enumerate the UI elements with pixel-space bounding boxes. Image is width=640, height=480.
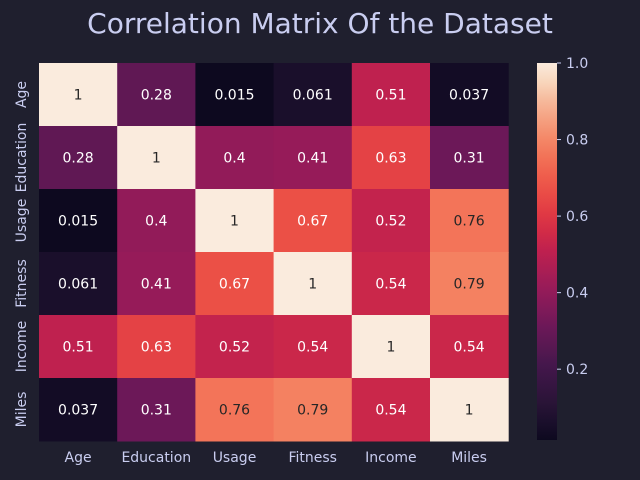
- heatmap-cell-fitness-age: [39, 252, 118, 316]
- cell-label-miles-income: 0.54: [375, 403, 406, 419]
- cell-label-miles-age: 0.037: [58, 403, 98, 419]
- cell-label-age-usage: 0.015: [214, 88, 254, 104]
- heatmap-cell-income-usage: [195, 315, 275, 379]
- cell-label-usage-age: 0.015: [58, 214, 98, 230]
- heatmap-cell-fitness-usage: [195, 252, 275, 316]
- cell-label-age-education: 0.28: [141, 88, 172, 104]
- cell-label-income-age: 0.51: [63, 340, 94, 356]
- cell-label-miles-education: 0.31: [141, 403, 172, 419]
- x-tick-label-miles: Miles: [451, 450, 487, 466]
- heatmap-cell-age-usage: [195, 63, 275, 127]
- cell-label-education-fitness: 0.41: [297, 151, 328, 167]
- x-tick-label-education: Education: [121, 450, 191, 466]
- cell-label-fitness-income: 0.54: [375, 277, 406, 293]
- colorbar: [537, 63, 557, 440]
- cell-label-income-fitness: 0.54: [297, 340, 328, 356]
- cell-label-usage-miles: 0.76: [454, 214, 485, 230]
- cell-label-fitness-education: 0.41: [141, 277, 172, 293]
- heatmap-cell-education-fitness: [273, 126, 353, 190]
- heatmap-cell-income-education: [117, 315, 196, 379]
- heatmap-cell-miles-age: [39, 378, 118, 442]
- y-tick-label-usage: Usage: [14, 199, 30, 243]
- cell-label-income-usage: 0.52: [219, 340, 250, 356]
- y-tick-label-age: Age: [14, 81, 30, 108]
- cell-label-fitness-fitness: 1: [308, 277, 317, 293]
- heatmap-cell-age-age: [39, 63, 118, 127]
- cell-label-usage-fitness: 0.67: [297, 214, 328, 230]
- heatmap-cell-age-fitness: [273, 63, 353, 127]
- heatmap-cell-age-miles: [430, 63, 509, 127]
- heatmap-cells: [39, 63, 509, 442]
- heatmap-cell-age-income: [351, 63, 431, 127]
- heatmap-cell-income-miles: [430, 315, 509, 379]
- heatmap-cell-usage-education: [117, 189, 196, 253]
- colorbar-tick-label: 0.6: [566, 209, 588, 225]
- cell-label-age-miles: 0.037: [449, 88, 489, 104]
- cell-label-miles-usage: 0.76: [219, 403, 250, 419]
- heatmap-cell-education-income: [351, 126, 431, 190]
- cell-label-fitness-miles: 0.79: [454, 277, 485, 293]
- x-tick-label-income: Income: [365, 450, 417, 466]
- heatmap-cell-fitness-miles: [430, 252, 509, 316]
- heatmap-cell-miles-education: [117, 378, 196, 442]
- y-tick-label-fitness: Fitness: [14, 259, 30, 308]
- heatmap-cell-education-education: [117, 126, 196, 190]
- heatmap-cell-usage-usage: [195, 189, 275, 253]
- y-tick-label-miles: Miles: [14, 392, 30, 428]
- cell-label-age-income: 0.51: [375, 88, 406, 104]
- cell-label-age-fitness: 0.061: [293, 88, 333, 104]
- cell-label-usage-usage: 1: [230, 214, 239, 230]
- y-tick-label-education: Education: [14, 123, 30, 193]
- cell-label-education-education: 1: [152, 151, 161, 167]
- colorbar-tick-label: 0.8: [566, 133, 588, 149]
- colorbar-tick-label: 0.4: [566, 286, 588, 302]
- cell-label-education-age: 0.28: [63, 151, 94, 167]
- cell-label-usage-income: 0.52: [375, 214, 406, 230]
- heatmap-cell-fitness-income: [351, 252, 431, 316]
- y-tick-label-income: Income: [14, 321, 30, 373]
- chart-title: Correlation Matrix Of the Dataset: [87, 7, 553, 40]
- x-tick-label-age: Age: [65, 450, 92, 466]
- heatmap-cell-miles-income: [351, 378, 431, 442]
- cell-label-miles-miles: 1: [465, 403, 474, 419]
- heatmap-cell-income-income: [351, 315, 431, 379]
- x-tick-label-fitness: Fitness: [288, 450, 337, 466]
- heatmap-cell-education-usage: [195, 126, 275, 190]
- heatmap-cell-miles-miles: [430, 378, 509, 442]
- heatmap-cell-age-education: [117, 63, 196, 127]
- colorbar-tick-label: 1.0: [566, 56, 588, 72]
- x-tick-labels: Age Education Usage Fitness Income Miles: [65, 450, 487, 466]
- cell-label-usage-education: 0.4: [145, 214, 167, 230]
- cell-label-income-education: 0.63: [141, 340, 172, 356]
- cell-label-education-miles: 0.31: [454, 151, 485, 167]
- colorbar-tick-label: 0.2: [566, 362, 588, 378]
- heatmap-cell-fitness-education: [117, 252, 196, 316]
- heatmap-cell-usage-age: [39, 189, 118, 253]
- cell-label-miles-fitness: 0.79: [297, 403, 328, 419]
- cell-label-education-usage: 0.4: [223, 151, 245, 167]
- x-tick-label-usage: Usage: [213, 450, 257, 466]
- cell-label-education-income: 0.63: [375, 151, 406, 167]
- heatmap-cell-education-age: [39, 126, 118, 190]
- cell-label-income-miles: 0.54: [454, 340, 485, 356]
- heatmap-cell-fitness-fitness: [273, 252, 353, 316]
- colorbar-ticks: 0.2 0.4 0.6 0.8 1.0: [557, 56, 588, 378]
- heatmap-cell-miles-fitness: [273, 378, 353, 442]
- cell-label-age-age: 1: [74, 88, 83, 104]
- heatmap-cell-income-fitness: [273, 315, 353, 379]
- cell-label-fitness-age: 0.061: [58, 277, 98, 293]
- cell-label-income-income: 1: [386, 340, 395, 356]
- heatmap-cell-income-age: [39, 315, 118, 379]
- heatmap-cell-usage-miles: [430, 189, 509, 253]
- y-tick-labels: Age Education Usage Fitness Income Miles: [14, 81, 30, 427]
- heatmap-cell-miles-usage: [195, 378, 275, 442]
- cell-label-fitness-usage: 0.67: [219, 277, 250, 293]
- heatmap-cell-usage-income: [351, 189, 431, 253]
- heatmap-cell-usage-fitness: [273, 189, 353, 253]
- heatmap-cell-education-miles: [430, 126, 509, 190]
